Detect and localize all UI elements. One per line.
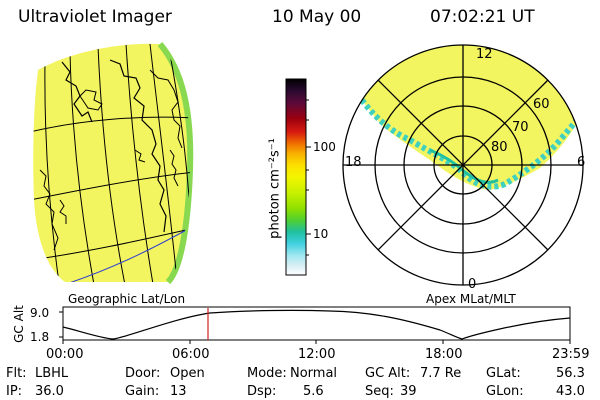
glon-label: GLon:	[486, 384, 524, 399]
coastline	[169, 149, 179, 187]
meridian-line	[69, 51, 96, 282]
mlt-label-0: 0	[468, 277, 477, 292]
dsp-label: Dsp:	[247, 384, 277, 399]
colorbar-unit-label: photon cm⁻²s⁻¹	[267, 138, 283, 239]
meridian-line	[149, 43, 179, 282]
aurora-edge	[359, 98, 583, 190]
terminator-line	[59, 227, 191, 282]
dsp-value: 5.6	[303, 384, 324, 399]
ip-value: 36.0	[35, 384, 64, 399]
seq-label: Seq:	[365, 384, 394, 399]
earth-limb	[157, 42, 194, 285]
color-scale-bar	[285, 78, 307, 276]
altitude-xtick: 06:00	[172, 347, 210, 362]
aurora-image	[345, 45, 583, 190]
coastline	[149, 69, 183, 149]
mlt-axis	[377, 79, 549, 251]
filter-value: LBHL	[35, 366, 69, 381]
polar-plot	[342, 44, 584, 286]
mlat-label-70: 70	[512, 120, 529, 135]
gain-value: 13	[170, 384, 187, 399]
parallel-line	[33, 227, 191, 261]
door-label: Door:	[125, 366, 161, 381]
parallel-line	[33, 171, 191, 201]
coastline	[79, 89, 103, 111]
coastline	[134, 149, 146, 163]
geographic-map	[33, 42, 194, 285]
gc-alt-value: 7.7 Re	[420, 366, 462, 381]
coastline	[109, 59, 167, 233]
altitude-plot	[59, 306, 571, 344]
altitude-xtick: 18:00	[425, 347, 463, 362]
glat-value: 56.3	[556, 366, 585, 381]
mode-label: Mode:	[247, 366, 287, 381]
altitude-xtick: 12:00	[298, 347, 336, 362]
parallel-line	[33, 116, 191, 133]
mlat-label-80: 80	[491, 140, 508, 155]
filter-label: Flt:	[6, 366, 27, 381]
mlt-label-12: 12	[476, 47, 493, 62]
meridian-line	[44, 59, 61, 282]
gain-label: Gain:	[125, 384, 160, 399]
observation-time: 07:02:21 UT	[430, 7, 535, 27]
mlt-label-6: 6	[577, 155, 586, 170]
mode-value: Normal	[290, 366, 338, 381]
color-scale	[285, 78, 311, 276]
coastline	[39, 169, 59, 251]
gc-alt-label: GC Alt:	[365, 366, 411, 381]
glon-value: 43.0	[556, 384, 585, 399]
ip-label: IP:	[6, 384, 23, 399]
altitude-ytick-min: 1.8	[30, 330, 50, 344]
instrument-title: Ultraviolet Imager	[18, 7, 172, 27]
mlat-label-60: 60	[533, 97, 550, 112]
glat-label: GLat:	[486, 366, 521, 381]
altitude-plot-frame	[62, 306, 571, 341]
colorbar-tick-100: 100	[313, 140, 336, 154]
altitude-xtick: 00:00	[46, 347, 84, 362]
colorbar-tick-10: 10	[313, 227, 329, 241]
polar-plot-label: Apex MLat/MLT	[426, 292, 516, 306]
coastline	[59, 199, 67, 224]
altitude-ytick-max: 9.0	[30, 306, 50, 320]
meridian-line	[169, 53, 191, 261]
altitude-xtick: 23:59	[552, 347, 590, 362]
geo-map-label: Geographic Lat/Lon	[68, 292, 186, 306]
observation-date: 10 May 00	[272, 7, 362, 27]
altitude-ylabel: GC Alt	[12, 305, 26, 343]
door-value: Open	[170, 366, 205, 381]
mlt-label-18: 18	[345, 155, 362, 170]
seq-value: 39	[400, 384, 417, 399]
meridian-line	[125, 43, 155, 282]
altitude-curve	[62, 309, 571, 340]
